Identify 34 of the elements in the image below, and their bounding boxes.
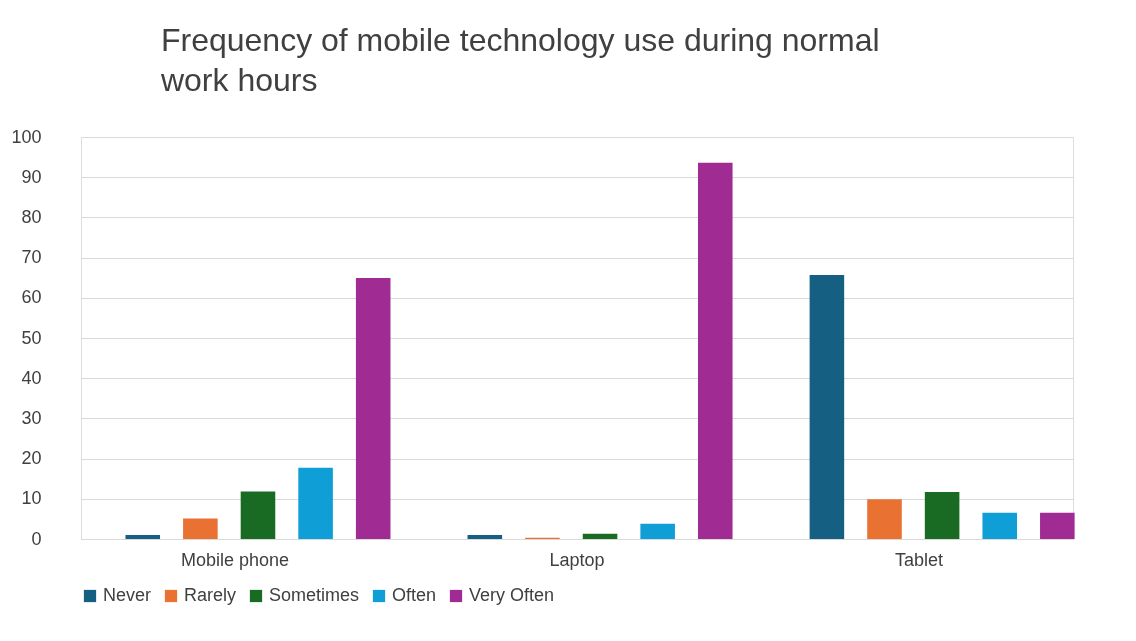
bar [697,162,733,539]
bar [183,518,218,539]
bar [240,491,276,539]
y-tick-label: 60 [21,287,42,308]
legend-label: Very Often [469,585,555,605]
y-tick-label: 50 [21,327,42,348]
y-tick-label: 70 [21,247,42,268]
bar [467,534,503,539]
y-tick-label: 40 [21,367,42,388]
y-tick-label: 100 [11,126,42,147]
y-tick-label: 30 [21,407,42,428]
bar [982,512,1018,539]
legend-label: Sometimes [269,585,360,605]
x-tick-label: Laptop [549,549,605,570]
y-tick-label: 80 [21,206,42,227]
bar [924,491,960,539]
y-tick-label: 10 [21,488,42,509]
bar [867,499,902,539]
y-tick-label: 0 [31,528,42,549]
bar [809,274,845,539]
bar [1040,512,1075,539]
bar [355,278,391,539]
bar [298,467,333,539]
chart-title: Frequency of mobile technology use during normal work hours [159,22,880,98]
x-tick-label: Tablet [895,549,944,570]
y-tick-label: 90 [21,166,42,187]
bar [640,523,675,539]
legend-label: Never [103,585,152,605]
y-tick-label: 20 [21,448,42,469]
x-tick-label: Mobile phone [180,549,289,570]
legend-label: Rarely [184,585,237,605]
bar [582,533,618,539]
legend-label: Often [392,585,437,605]
bar [125,534,161,539]
